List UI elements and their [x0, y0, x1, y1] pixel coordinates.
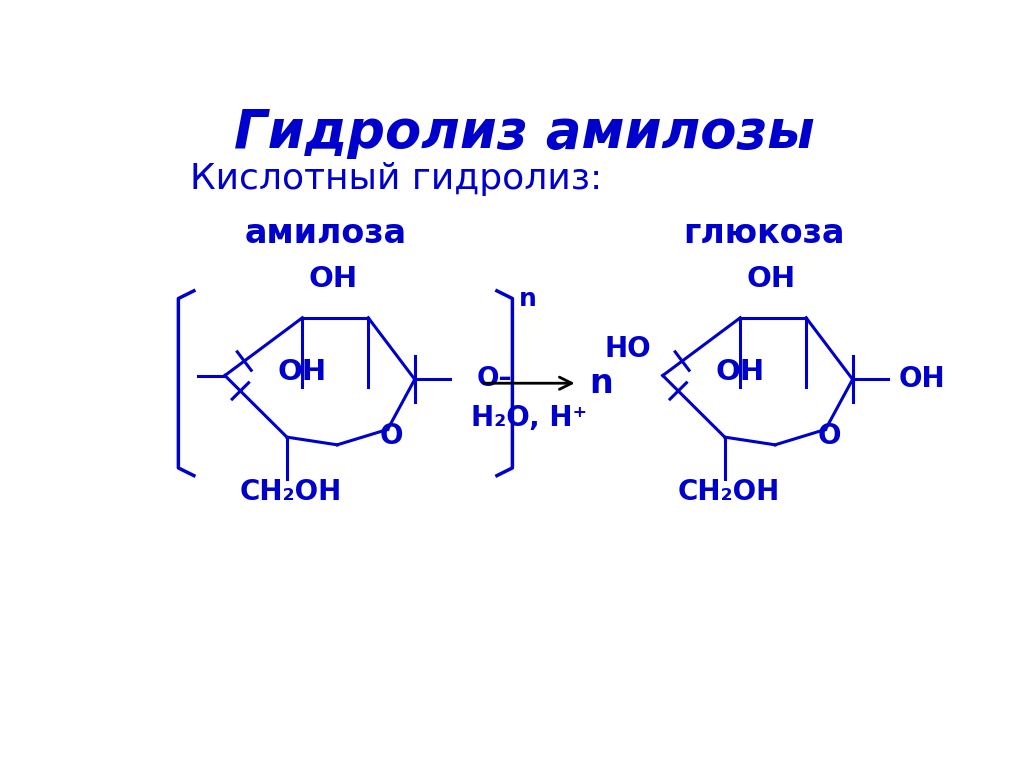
- Text: H₂O, H⁺: H₂O, H⁺: [471, 404, 587, 432]
- Text: CH₂OH: CH₂OH: [240, 478, 342, 506]
- Text: n: n: [518, 287, 537, 311]
- Text: OH: OH: [716, 358, 765, 386]
- Text: OH: OH: [899, 366, 946, 393]
- Text: амилоза: амилоза: [245, 217, 407, 250]
- Text: Кислотный гидролиз:: Кислотный гидролиз:: [190, 162, 602, 196]
- Text: HO: HO: [604, 335, 651, 362]
- Text: O: O: [817, 422, 841, 449]
- Text: O–: O–: [477, 366, 512, 392]
- Text: O: O: [380, 422, 403, 449]
- Text: OH: OH: [278, 358, 327, 386]
- Text: OH: OH: [309, 265, 358, 293]
- Text: глюкоза: глюкоза: [683, 217, 844, 250]
- Text: CH₂OH: CH₂OH: [678, 478, 779, 506]
- Text: n: n: [589, 367, 612, 399]
- Text: Гидролиз амилозы: Гидролиз амилозы: [234, 107, 815, 159]
- Text: OH: OH: [746, 265, 796, 293]
